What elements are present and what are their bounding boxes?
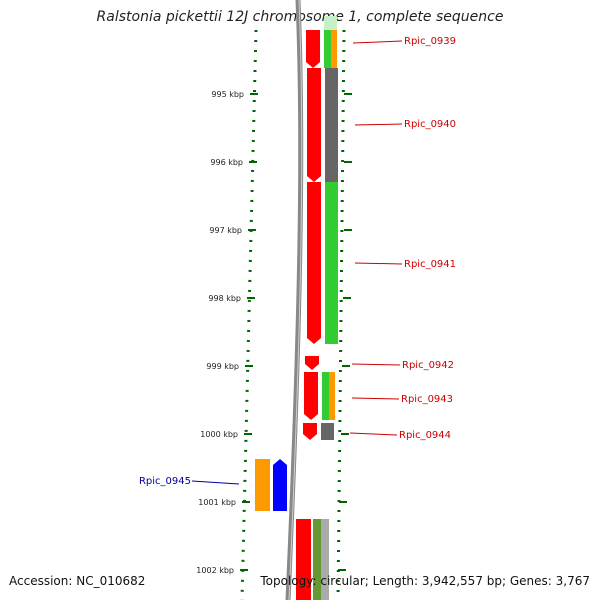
cds-0943-orange[interactable] xyxy=(329,372,335,420)
cds-0939-green[interactable] xyxy=(324,30,331,68)
cds-0939-orange[interactable] xyxy=(331,30,337,68)
scale-tick-label: 997 kbp xyxy=(209,226,242,235)
gene-label-link[interactable]: Rpic_0940 xyxy=(404,119,456,130)
scale-tick-label: 1001 kbp xyxy=(198,498,236,507)
gene-leader-line xyxy=(351,397,400,400)
scale-ticks: 995 kbp 996 kbp 997 kbp 998 kbp 999 kbp 1000 … xyxy=(196,90,352,575)
gene-labels: Rpic_0939 Rpic_0940 Rpic_0941 Rpic_0942 Rpic… xyxy=(139,36,456,487)
gene-rpic-0942[interactable] xyxy=(305,356,319,370)
gene-rpic-0941[interactable] xyxy=(307,182,321,344)
cds-next-olive[interactable] xyxy=(313,519,321,600)
accession-label: Accession: NC_010682 xyxy=(9,574,146,588)
gene-leader-line xyxy=(354,262,403,265)
scale-tick-label: 995 kbp xyxy=(211,90,244,99)
gene-label-link[interactable]: Rpic_0941 xyxy=(404,259,456,270)
gene-label-link[interactable]: Rpic_0939 xyxy=(404,36,456,47)
left-ruler xyxy=(240,29,258,600)
scale-tick-label: 1002 kbp xyxy=(196,566,234,575)
gene-label-link[interactable]: Rpic_0943 xyxy=(401,394,453,405)
gene-leader-line xyxy=(191,480,240,485)
gene-leader-line xyxy=(349,432,398,436)
cds-0940-gray[interactable] xyxy=(325,68,338,182)
gene-label-link[interactable]: Rpic_0942 xyxy=(402,360,454,371)
cds-0944-gray[interactable] xyxy=(321,423,334,440)
cds-0943-green[interactable] xyxy=(322,372,329,420)
gene-rpic-0940[interactable] xyxy=(307,68,321,182)
cds-0939-light xyxy=(324,16,337,30)
gene-next-red[interactable] xyxy=(296,519,311,600)
backbone-highlight xyxy=(288,0,303,600)
topology-summary: Topology: circular; Length: 3,942,557 bp… xyxy=(260,574,590,588)
gene-rpic-0944[interactable] xyxy=(303,423,317,440)
gene-leader-line xyxy=(354,123,403,126)
gene-label-link[interactable]: Rpic_0944 xyxy=(399,430,451,441)
gene-rpic-0945-blue[interactable] xyxy=(273,459,287,511)
reverse-genes xyxy=(255,459,287,511)
gene-rpic-0945-orange[interactable] xyxy=(255,459,270,511)
scale-tick-label: 996 kbp xyxy=(210,158,243,167)
gene-rpic-0943[interactable] xyxy=(304,372,318,420)
chromosome-backbone xyxy=(285,0,304,600)
cds-next-gray[interactable] xyxy=(321,519,329,600)
scale-tick-label: 1000 kbp xyxy=(200,430,238,439)
right-ruler xyxy=(336,29,346,600)
scale-tick-label: 998 kbp xyxy=(208,294,241,303)
gene-leader-line xyxy=(352,40,403,44)
forward-genes xyxy=(296,30,321,600)
scale-tick-label: 999 kbp xyxy=(206,362,239,371)
gene-label-link[interactable]: Rpic_0945 xyxy=(139,476,191,487)
gene-rpic-0939[interactable] xyxy=(306,30,320,68)
gene-leader-line xyxy=(351,363,401,366)
cds-0941-green[interactable] xyxy=(325,182,338,344)
forward-features xyxy=(313,16,338,600)
